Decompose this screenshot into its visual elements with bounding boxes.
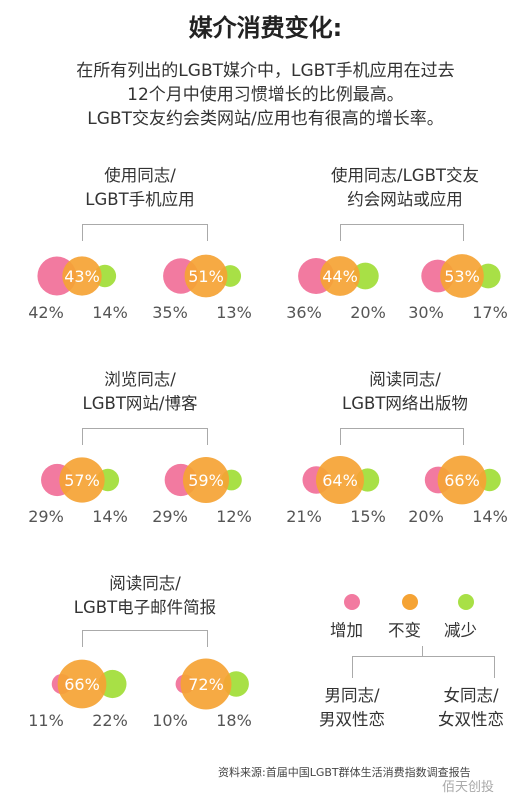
legend-bracket-stem [422,646,423,656]
legend-group-female-line-1: 女同志/ [443,686,499,705]
panel-4-group-1-increase-label: 21% [286,507,322,526]
legend-bracket-top [352,656,494,657]
legend-decrease-label: 减少 [444,621,477,640]
panel-1-group-1-decrease-label: 14% [92,303,128,322]
panel-2-title: 使用同志/LGBT交友 约会网站或应用 [290,164,520,212]
panel-1-group-1-same-bubble [62,256,102,296]
panel-5-bracket [82,630,208,647]
panel-5-group-1-increase-label: 11% [28,711,64,730]
subtitle-line-2: 12个月中使用习惯增长的比例最高。 [127,85,404,105]
panel-1-group-2-same-bubble [184,254,228,298]
legend-increase-label: 增加 [330,621,363,640]
panel-4-title-line-1: 阅读同志/ [369,370,441,389]
panel-4-bracket [340,428,464,445]
subtitle-line-3: LGBT交友约会类网站/应用也有很高的增长率。 [87,109,444,129]
panel-5-title-line-2: LGBT电子邮件简报 [73,598,217,617]
panel-5-title-line-1: 阅读同志/ [109,574,181,593]
legend-group-male-line-2: 男双性恋 [319,710,385,729]
source-note: 资料来源:首届中国LGBT群体生活消费指数调查报告 [218,766,471,779]
panel-4-title-line-2: LGBT网络出版物 [342,394,468,413]
legend-group-male: 男同志/ 男双性恋 [302,684,402,732]
panel-3-title-line-1: 浏览同志/ [104,370,176,389]
panel-3-bracket [82,428,208,445]
panel-4-group-2-decrease-label: 14% [472,507,508,526]
panel-4-title: 阅读同志/ LGBT网络出版物 [300,368,510,416]
legend-decrease-dot [458,594,474,610]
panel-2-group-1-decrease-label: 20% [350,303,386,322]
panel-5-group-2-increase-label: 10% [152,711,188,730]
panel-5-group-2-decrease-label: 18% [216,711,252,730]
panel-2-group-1-same-label: 44% [322,267,358,286]
panel-3-group-2-same-label: 59% [188,471,224,490]
legend-group-female: 女同志/ 女双性恋 [416,684,526,732]
panel-3-group-2-decrease-label: 12% [216,507,252,526]
panel-3-group-1-same-label: 57% [64,471,100,490]
legend-same-dot [402,594,418,610]
panel-2-group-2-same-bubble [440,254,484,298]
panel-4-group-2-increase-label: 20% [408,507,444,526]
panel-5-group-1-decrease-label: 22% [92,711,128,730]
panel-5-title: 阅读同志/ LGBT电子邮件简报 [30,572,260,620]
panel-2-group-1-same-bubble [320,256,360,296]
legend-same-label: 不变 [388,621,421,640]
panel-5-group-1-same-label: 66% [64,675,100,694]
panel-2-title-line-2: 约会网站或应用 [347,190,463,209]
panel-3-group-2-increase-label: 29% [152,507,188,526]
legend-bracket-left [352,656,353,678]
panel-1-group-2-same-label: 51% [188,267,224,286]
legend-increase-dot [344,594,360,610]
panel-1-title: 使用同志/ LGBT手机应用 [40,164,240,212]
legend-group-female-line-2: 女双性恋 [438,710,504,729]
panel-4-group-1-same-label: 64% [322,471,358,490]
panel-4-group-2-same-label: 66% [444,471,480,490]
panel-1-title-line-1: 使用同志/ [104,166,176,185]
panel-3-group-2-same-bubble [182,456,230,504]
panel-1-bracket [82,224,208,241]
panel-4-group-2-same-bubble [437,455,487,505]
panel-5-group-2-same-bubble [180,658,232,710]
panel-3-title-line-2: LGBT网站/博客 [82,394,198,413]
watermark: 佰天创投 [442,780,495,795]
panel-2-group-2-same-label: 53% [444,267,480,286]
panel-2-group-1-increase-label: 36% [286,303,322,322]
panel-4-group-1-same-bubble [316,456,364,504]
subtitle-line-1: 在所有列出的LGBT媒介中，LGBT手机应用在过去 [76,61,455,81]
panel-2-group-2-decrease-label: 17% [472,303,508,322]
panel-1-group-2-increase-label: 35% [152,303,188,322]
panel-5-group-1-same-bubble [57,659,107,709]
panel-4-group-1-decrease-label: 15% [350,507,386,526]
panel-1-group-1-increase-label: 42% [28,303,64,322]
panel-1-group-1-same-label: 43% [64,267,100,286]
panel-3-title: 浏览同志/ LGBT网站/博客 [40,368,240,416]
panel-5-group-1-decrease-bubble [98,669,127,699]
panel-3-group-1-same-bubble [59,457,105,503]
panel-1-group-2-decrease-label: 13% [216,303,252,322]
panel-5-group-2-same-label: 72% [188,675,224,694]
panel-2-group-2-increase-label: 30% [408,303,444,322]
panel-3-group-1-increase-label: 29% [28,507,64,526]
panel-2-title-line-1: 使用同志/LGBT交友 [331,166,479,185]
panel-2-bracket [340,224,464,241]
panel-1-title-line-2: LGBT手机应用 [85,190,195,209]
page-title: 媒介消费变化: [188,14,343,42]
legend-bracket-right [494,656,495,678]
legend-group-male-line-1: 男同志/ [324,686,380,705]
panel-3-group-1-decrease-label: 14% [92,507,128,526]
